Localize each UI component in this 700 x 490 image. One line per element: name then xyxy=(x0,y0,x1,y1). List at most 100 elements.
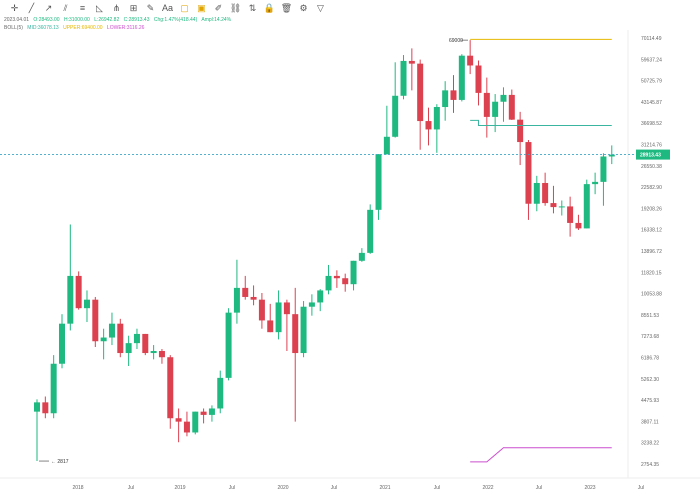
candle-body xyxy=(583,184,590,229)
candle xyxy=(258,292,265,329)
candle xyxy=(533,175,540,212)
candle xyxy=(350,260,357,291)
time-tick-label: 2020 xyxy=(277,485,288,490)
legend-amplitude: Ampl:14.24% xyxy=(201,17,232,23)
candle-body xyxy=(608,154,615,157)
price-tick-label: 3238.22 xyxy=(641,441,659,447)
candle-body xyxy=(225,312,232,378)
long-position-icon[interactable]: ⇅ xyxy=(248,2,257,13)
price-tick-label: 4475.93 xyxy=(641,398,659,404)
pencil-icon[interactable]: ✐ xyxy=(214,2,223,13)
candle xyxy=(300,301,307,358)
low-annotation-label: ← 2817 xyxy=(51,459,69,465)
candle-body xyxy=(500,94,507,102)
filter-icon[interactable]: ▽ xyxy=(317,2,324,13)
settings-icon[interactable]: ⚙ xyxy=(299,2,308,13)
candle-body xyxy=(267,320,274,333)
price-tick-label: 70114.49 xyxy=(641,36,662,42)
note-icon[interactable]: ▢ xyxy=(180,2,189,13)
candle xyxy=(450,75,457,113)
price-tick-label: 13896.72 xyxy=(641,249,662,255)
candle xyxy=(83,290,90,323)
candle xyxy=(600,153,607,206)
text-icon[interactable]: Aa xyxy=(161,3,173,13)
candle xyxy=(125,335,132,366)
fib-icon[interactable]: ≡ xyxy=(79,3,86,13)
price-tick-label: 10053.88 xyxy=(641,292,662,298)
candle xyxy=(517,111,524,166)
candle-body xyxy=(358,252,365,261)
legend-change: Chg:1.47%(418.44) xyxy=(153,17,198,23)
candle-body xyxy=(42,402,49,414)
candle-body xyxy=(475,65,482,93)
candle xyxy=(525,140,532,220)
boll-legend: BOLL(5) MID:36078.13 UPPER:69400.00 LOWE… xyxy=(4,25,147,31)
candle-body xyxy=(525,142,532,204)
drawing-toolbar: ✛ ╱ ↗ ⫽ ≡ ◺ ⋔ ⊞ ✎ Aa ▢ ▣ ✐ ⛓ ⇅ 🔒 🗑 ⚙ ▽ xyxy=(0,0,700,16)
candle xyxy=(34,399,40,462)
candle-body xyxy=(342,278,349,285)
brush-icon[interactable]: ✎ xyxy=(146,2,155,13)
candle-body xyxy=(125,343,132,354)
candle xyxy=(317,289,324,312)
candle-body xyxy=(292,314,299,354)
candle-body xyxy=(433,107,440,130)
candle xyxy=(175,408,182,443)
candle xyxy=(92,296,99,348)
candle xyxy=(150,345,157,360)
candle xyxy=(217,370,224,414)
candle xyxy=(408,48,415,91)
price-tick-label: 5262.30 xyxy=(641,377,659,383)
candle-body xyxy=(200,411,207,415)
candle-body xyxy=(142,333,149,354)
candle-body xyxy=(392,95,399,137)
delete-icon[interactable]: 🗑 xyxy=(280,2,293,13)
candle-body xyxy=(375,154,382,210)
candle xyxy=(542,172,549,206)
current-price-tag xyxy=(636,149,670,160)
candle-body xyxy=(50,363,57,414)
time-tick-label: 2019 xyxy=(174,485,185,490)
candle xyxy=(292,287,299,422)
candle xyxy=(308,294,315,316)
candle-body xyxy=(317,290,324,303)
candle-body xyxy=(408,60,415,64)
candle-body xyxy=(350,260,357,285)
parallel-channel-icon[interactable]: ⫽ xyxy=(63,2,68,13)
price-tick-label: 59637.24 xyxy=(641,57,662,63)
candle-body xyxy=(283,302,290,315)
candle xyxy=(242,275,249,300)
pitchfork-icon[interactable]: ⋔ xyxy=(112,2,121,13)
crosshair-icon[interactable]: ✛ xyxy=(10,2,19,13)
boll-name[interactable]: BOLL(5) xyxy=(4,25,23,31)
trend-line-icon[interactable]: ╱ xyxy=(28,2,35,13)
candle-body xyxy=(117,323,124,354)
candle-body xyxy=(492,101,499,117)
lock-icon[interactable]: 🔒 xyxy=(263,2,276,13)
candle xyxy=(58,314,65,369)
highlight-icon[interactable]: ▣ xyxy=(197,2,206,13)
triangle-icon[interactable]: ◺ xyxy=(96,2,103,13)
ohlc-legend: 2023.04.01 O:28493.00 H:31000.00 L:26942… xyxy=(4,17,234,23)
candle-body xyxy=(34,402,40,412)
candle-body xyxy=(400,60,407,96)
measure-icon[interactable]: ⊞ xyxy=(129,2,138,13)
candle xyxy=(333,270,340,288)
candle xyxy=(325,264,332,295)
candle-body xyxy=(533,182,540,204)
price-tick-label: 2754.35 xyxy=(641,462,659,468)
price-tick-label: 22582.90 xyxy=(641,185,662,191)
candle-body xyxy=(67,275,74,324)
boll-mid-line xyxy=(470,119,612,126)
link-icon[interactable]: ⛓ xyxy=(229,2,242,13)
time-tick-label: Jul xyxy=(434,485,440,490)
boll-lower: LOWER:3116.26 xyxy=(106,25,145,31)
candle xyxy=(158,348,165,364)
ray-icon[interactable]: ↗ xyxy=(44,2,53,13)
candle xyxy=(183,411,190,437)
candle xyxy=(267,303,274,333)
boll-mid: MID:36078.13 xyxy=(27,25,59,31)
time-tick-label: Jul xyxy=(638,485,644,490)
boll-upper: UPPER:69400.00 xyxy=(63,25,103,31)
